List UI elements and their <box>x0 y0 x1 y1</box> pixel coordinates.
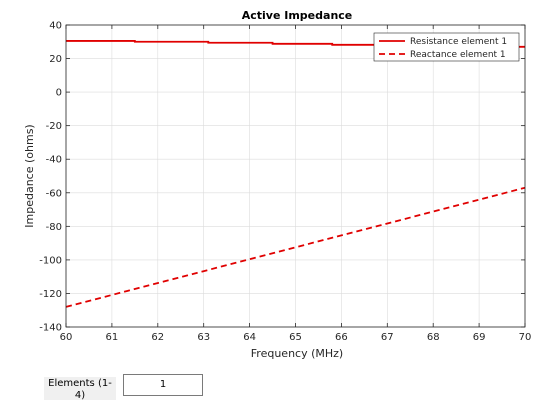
y-tick-label: 40 <box>49 21 62 32</box>
legend-box <box>373 32 520 62</box>
impedance-chart: 60 61 62 63 64 65 66 67 68 69 70 -140 -120 -100 -80 -60… <box>23 9 531 360</box>
legend: Resistance element 1 Reactance element 1 <box>373 32 520 62</box>
y-tick-label: -20 <box>46 121 62 132</box>
y-tick-label: -80 <box>46 222 62 233</box>
legend-label-2: Reactance element 1 <box>410 50 506 60</box>
x-tick-label: 64 <box>243 332 256 343</box>
x-tick-label: 62 <box>151 332 164 343</box>
y-tick-label: 20 <box>49 54 62 65</box>
y-tick-label: -140 <box>39 323 62 334</box>
x-tick-label: 60 <box>60 332 73 343</box>
x-tick-label: 67 <box>381 332 394 343</box>
y-tick-label: -40 <box>46 155 62 166</box>
legend-label-1: Resistance element 1 <box>410 37 507 47</box>
axis-ticks: 60 61 62 63 64 65 66 67 68 69 70 -140 -120 -100 -80 -60… <box>39 21 531 344</box>
x-axis-label: Frequency (MHz) <box>251 347 343 360</box>
x-tick-label: 70 <box>519 332 532 343</box>
x-tick-label: 69 <box>473 332 486 343</box>
chart-title: Active Impedance <box>242 9 353 22</box>
elements-label: Elements (1-4) <box>44 377 116 400</box>
y-tick-label: -100 <box>39 255 62 266</box>
y-axis-label: Impedance (ohms) <box>23 124 36 227</box>
elements-input[interactable]: 1 <box>123 374 203 396</box>
y-tick-label: 0 <box>56 88 62 99</box>
x-tick-label: 63 <box>197 332 210 343</box>
x-tick-label: 68 <box>427 332 440 343</box>
y-tick-label: -60 <box>46 188 62 199</box>
x-tick-label: 65 <box>289 332 302 343</box>
series-line-2 <box>65 186 526 308</box>
y-tick-label: -120 <box>39 289 62 300</box>
x-tick-label: 61 <box>106 332 119 343</box>
x-tick-label: 66 <box>335 332 348 343</box>
